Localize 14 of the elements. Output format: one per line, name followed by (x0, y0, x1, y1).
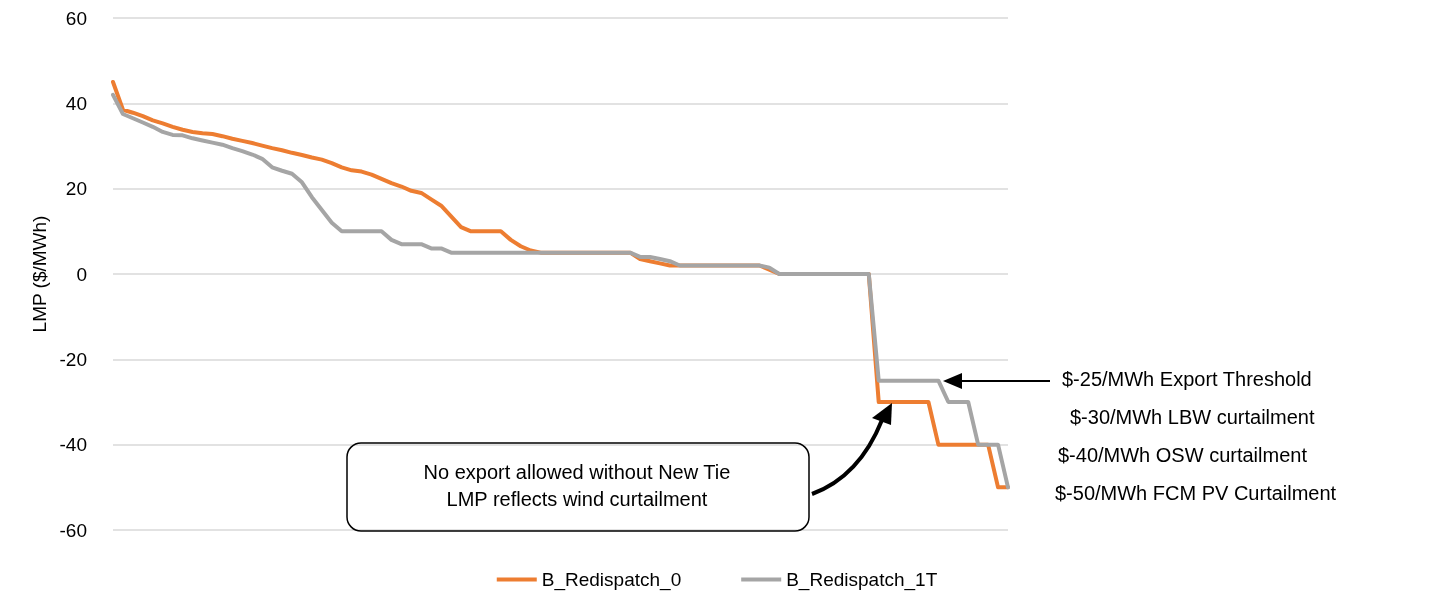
y-axis-title: LMP ($/MWh) (28, 215, 50, 333)
legend-label: B_Redispatch_0 (541, 569, 682, 591)
y-tick-label: 40 (65, 92, 87, 114)
y-tick-label: -20 (59, 348, 87, 370)
text: $-25/MWh Export Threshold (1062, 368, 1312, 391)
legend-label: B_Redispatch_1T (786, 569, 938, 591)
y-tick-label: -60 (59, 519, 87, 541)
text: $-30/MWh LBW curtailment (1070, 406, 1315, 429)
y-tick-label: -40 (59, 434, 87, 456)
text: $-50/MWh FCM PV Curtailment (1055, 482, 1337, 505)
y-tick-label: 0 (76, 263, 87, 285)
y-tick-label: 20 (65, 178, 87, 200)
text: $-40/MWh OSW curtailment (1058, 444, 1307, 467)
y-tick-label: 60 (65, 7, 87, 29)
